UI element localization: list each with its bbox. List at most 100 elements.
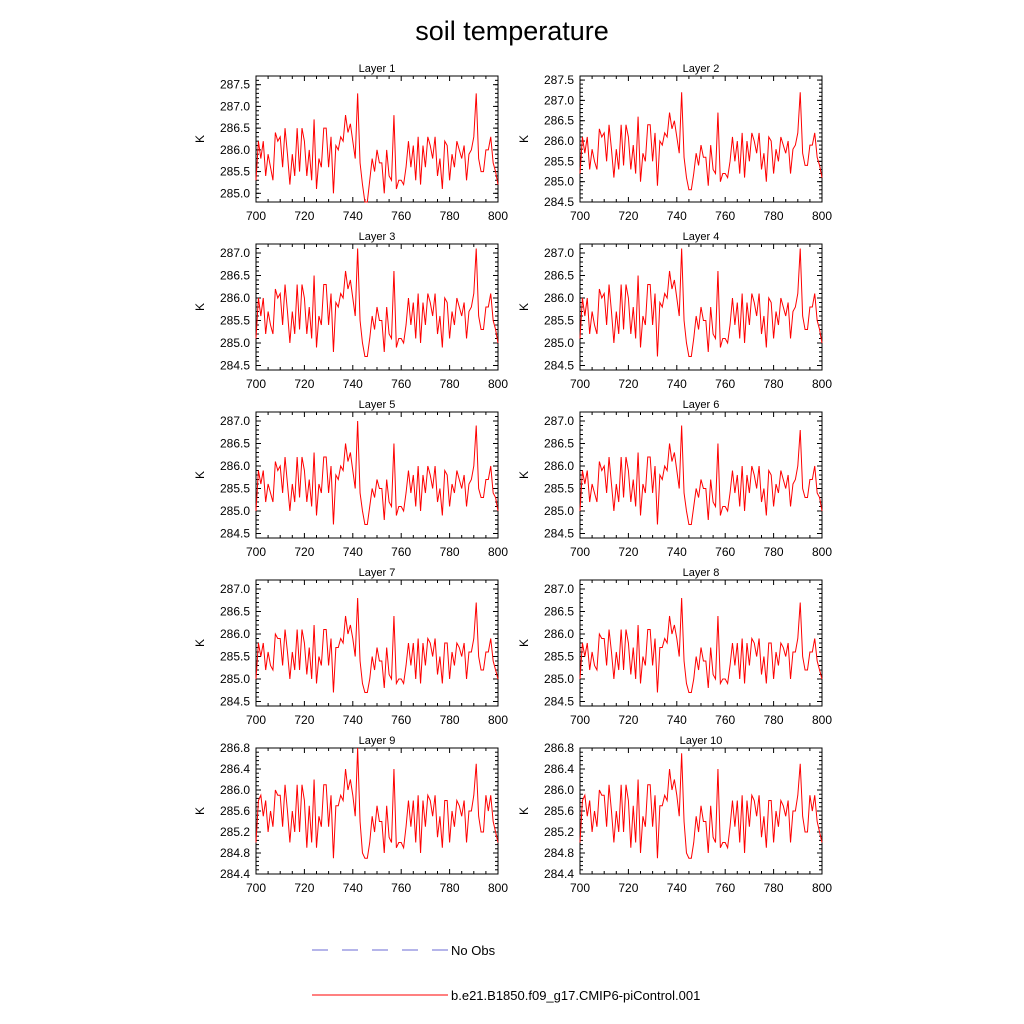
panel-layer-10-ytick-label: 286.0 <box>544 783 574 797</box>
panel-layer-10: Layer 10 K 700 720 740 760 780 800 284.4 284.8 285… <box>517 735 832 895</box>
panel-layer-8-ylabel: K <box>517 639 531 647</box>
panel-grid: Layer 1 K 700 720 740 760 780 800 285.0 285.5 286.… <box>193 63 832 895</box>
panel-layer-5: Layer 5 K 700 720 740 760 780 800 284.5 285.0 285.… <box>193 399 508 559</box>
panel-layer-9-ytick-label: 286.4 <box>220 762 250 776</box>
panel-layer-7-xtick-label: 760 <box>391 713 411 727</box>
panel-layer-10-ytick-label: 284.4 <box>544 867 574 881</box>
panel-layer-8-frame <box>579 579 823 707</box>
panel-layer-5-ytick-label: 285.5 <box>220 482 250 496</box>
panel-layer-6-xtick-label: 720 <box>618 545 638 559</box>
panel-layer-3-ytick-label: 285.0 <box>220 336 250 350</box>
panel-layer-5-ytick-label: 287.0 <box>220 414 250 428</box>
panel-layer-7-xtick-label: 740 <box>343 713 363 727</box>
panel-layer-4-xtick-label: 740 <box>667 377 687 391</box>
panel-layer-5-xtick-label: 720 <box>294 545 314 559</box>
panel-layer-5-xtick-label: 760 <box>391 545 411 559</box>
panel-layer-8-xtick-label: 720 <box>618 713 638 727</box>
panel-layer-8-ytick-label: 286.5 <box>544 605 574 619</box>
panel-layer-7-ytick-label: 285.5 <box>220 650 250 664</box>
panel-layer-8-title: Layer 8 <box>683 567 720 579</box>
panel-layer-9-xtick-label: 800 <box>488 881 508 895</box>
panel-layer-1-frame <box>255 75 499 203</box>
panel-layer-6-xtick-label: 760 <box>715 545 735 559</box>
panel-layer-2-ylabel: K <box>517 135 531 143</box>
panel-layer-7-xtick-label: 720 <box>294 713 314 727</box>
panel-layer-3-xtick-label: 780 <box>440 377 460 391</box>
panel-layer-4-xtick-label: 760 <box>715 377 735 391</box>
panel-layer-5-title: Layer 5 <box>359 399 396 411</box>
panel-layer-4-ylabel: K <box>517 303 531 311</box>
panel-layer-5-ytick-label: 286.0 <box>220 459 250 473</box>
panel-layer-6-frame <box>579 411 823 539</box>
panel-layer-9-xtick-label: 760 <box>391 881 411 895</box>
panel-layer-6-title: Layer 6 <box>683 399 720 411</box>
panel-layer-3-xtick-label: 760 <box>391 377 411 391</box>
panel-layer-1-ytick-label: 285.0 <box>220 186 250 200</box>
panel-layer-4-ytick-label: 285.0 <box>544 336 574 350</box>
panel-layer-1-ytick-label: 287.5 <box>220 78 250 92</box>
panel-layer-9-series-line <box>255 747 499 859</box>
panel-layer-6-ylabel: K <box>517 471 531 479</box>
panel-layer-3-xtick-label: 740 <box>343 377 363 391</box>
panel-layer-7-frame <box>255 579 499 707</box>
panel-layer-1-ytick-label: 287.0 <box>220 99 250 113</box>
panel-layer-2-xtick-label: 800 <box>812 209 832 223</box>
panel-layer-6-series-line <box>579 425 823 525</box>
panel-layer-2-xtick-label: 780 <box>764 209 784 223</box>
panel-layer-7-ytick-label: 286.5 <box>220 605 250 619</box>
panel-layer-1-xtick-label: 760 <box>391 209 411 223</box>
panel-layer-3-xtick-label: 720 <box>294 377 314 391</box>
panel-layer-4-xtick-label: 780 <box>764 377 784 391</box>
panel-layer-1-xtick-label: 700 <box>246 209 266 223</box>
panel-layer-2-ytick-label: 286.5 <box>544 114 574 128</box>
panel-layer-6-ytick-label: 285.5 <box>544 482 574 496</box>
panel-layer-6-ytick-label: 285.0 <box>544 504 574 518</box>
panel-layer-2-ytick-label: 286.0 <box>544 134 574 148</box>
panel-layer-4: Layer 4 K 700 720 740 760 780 800 284.5 285.0 285.… <box>517 231 832 391</box>
panel-layer-2-xtick-label: 720 <box>618 209 638 223</box>
panel-layer-3-ytick-label: 286.0 <box>220 291 250 305</box>
legend: No Obs b.e21.B1850.f09_g17.CMIP6-piContr… <box>312 943 700 1003</box>
panel-layer-4-xtick-label: 700 <box>570 377 590 391</box>
panel-layer-4-ytick-label: 285.5 <box>544 314 574 328</box>
panel-layer-4-ytick-label: 286.5 <box>544 269 574 283</box>
panel-layer-8-xtick-label: 740 <box>667 713 687 727</box>
panel-layer-1-ytick-label: 286.5 <box>220 121 250 135</box>
panel-layer-6: Layer 6 K 700 720 740 760 780 800 284.5 285.0 285.… <box>517 399 832 559</box>
panel-layer-5-xtick-label: 700 <box>246 545 266 559</box>
panel-layer-9-xtick-label: 740 <box>343 881 363 895</box>
panel-layer-6-xtick-label: 700 <box>570 545 590 559</box>
panel-layer-5-ytick-label: 284.5 <box>220 527 250 541</box>
panel-layer-2-xtick-label: 740 <box>667 209 687 223</box>
panel-layer-3-ylabel: K <box>193 303 207 311</box>
panel-layer-10-xtick-label: 700 <box>570 881 590 895</box>
panel-layer-2-ytick-label: 287.5 <box>544 73 574 87</box>
panel-layer-7-xtick-label: 800 <box>488 713 508 727</box>
panel-layer-3: Layer 3 K 700 720 740 760 780 800 284.5 285.0 285.… <box>193 231 508 391</box>
panel-layer-7: Layer 7 K 700 720 740 760 780 800 284.5 285.0 285.… <box>193 567 508 727</box>
panel-layer-4-ytick-label: 284.5 <box>544 359 574 373</box>
panel-layer-7-ytick-label: 284.5 <box>220 695 250 709</box>
panel-layer-6-ytick-label: 286.0 <box>544 459 574 473</box>
panel-layer-8-series-line <box>579 597 823 693</box>
panel-layer-10-ytick-label: 284.8 <box>544 846 574 860</box>
panel-layer-1-ytick-label: 285.5 <box>220 165 250 179</box>
panel-layer-8-ytick-label: 285.0 <box>544 672 574 686</box>
panel-layer-6-ytick-label: 286.5 <box>544 437 574 451</box>
panel-layer-10-xtick-label: 760 <box>715 881 735 895</box>
panel-layer-5-ylabel: K <box>193 471 207 479</box>
panel-layer-9-ytick-label: 285.6 <box>220 804 250 818</box>
panel-layer-7-series-line <box>255 597 499 693</box>
panel-layer-4-xtick-label: 800 <box>812 377 832 391</box>
panel-layer-3-ytick-label: 285.5 <box>220 314 250 328</box>
panel-layer-6-xtick-label: 780 <box>764 545 784 559</box>
panel-layer-10-xtick-label: 740 <box>667 881 687 895</box>
panel-layer-8-xtick-label: 780 <box>764 713 784 727</box>
panel-layer-2-ytick-label: 285.5 <box>544 154 574 168</box>
panel-layer-9-ytick-label: 284.4 <box>220 867 250 881</box>
panel-layer-10-ylabel: K <box>517 807 531 815</box>
panel-layer-9: Layer 9 K 700 720 740 760 780 800 284.4 284.8 285.… <box>193 735 508 895</box>
panel-layer-3-xtick-label: 700 <box>246 377 266 391</box>
panel-layer-8-xtick-label: 700 <box>570 713 590 727</box>
panel-layer-8: Layer 8 K 700 720 740 760 780 800 284.5 285.0 285.… <box>517 567 832 727</box>
